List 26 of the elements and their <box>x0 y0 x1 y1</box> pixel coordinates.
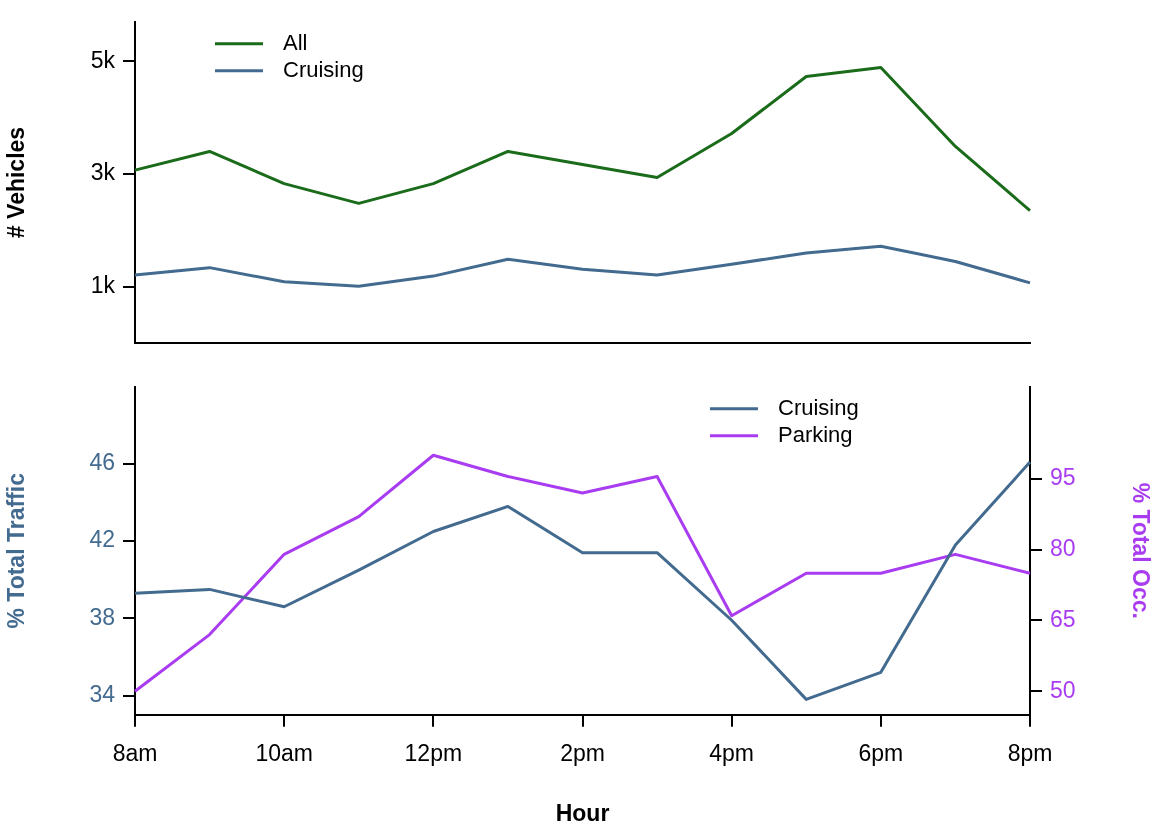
x-tick-label: 12pm <box>404 739 463 766</box>
x-axis-title: Hour <box>555 799 610 826</box>
y-tick-label: 46 <box>89 449 115 476</box>
y-tick-label: 5k <box>90 46 116 73</box>
legend-label: Cruising <box>283 56 364 82</box>
y2-tick-label: 95 <box>1050 464 1076 491</box>
legend-label: Parking <box>778 421 853 447</box>
x-tick-label: 2pm <box>560 739 605 766</box>
y-axis-title: % Total Traffic <box>3 472 30 629</box>
y-axis-title: # Vehicles <box>3 126 30 239</box>
y-tick-label: 38 <box>89 603 115 630</box>
x-tick-label: 6pm <box>858 739 904 766</box>
y2-tick-label: 65 <box>1050 605 1076 632</box>
legend-label: All <box>283 29 308 55</box>
x-tick-label: 4pm <box>709 739 755 766</box>
y2-tick-label: 50 <box>1050 676 1076 703</box>
x-tick-label: 8am <box>112 739 158 766</box>
y-tick-label: 34 <box>89 680 116 707</box>
x-tick-label: 8pm <box>1007 739 1053 766</box>
y2-tick-label: 80 <box>1050 534 1076 561</box>
legend-label: Cruising <box>778 394 859 420</box>
y-tick-label: 42 <box>89 526 115 553</box>
y-tick-label: 3k <box>90 159 116 186</box>
y-tick-label: 1k <box>90 272 116 299</box>
y2-axis-title: % Total Occ. <box>1127 482 1154 619</box>
x-tick-label: 10am <box>255 739 313 766</box>
